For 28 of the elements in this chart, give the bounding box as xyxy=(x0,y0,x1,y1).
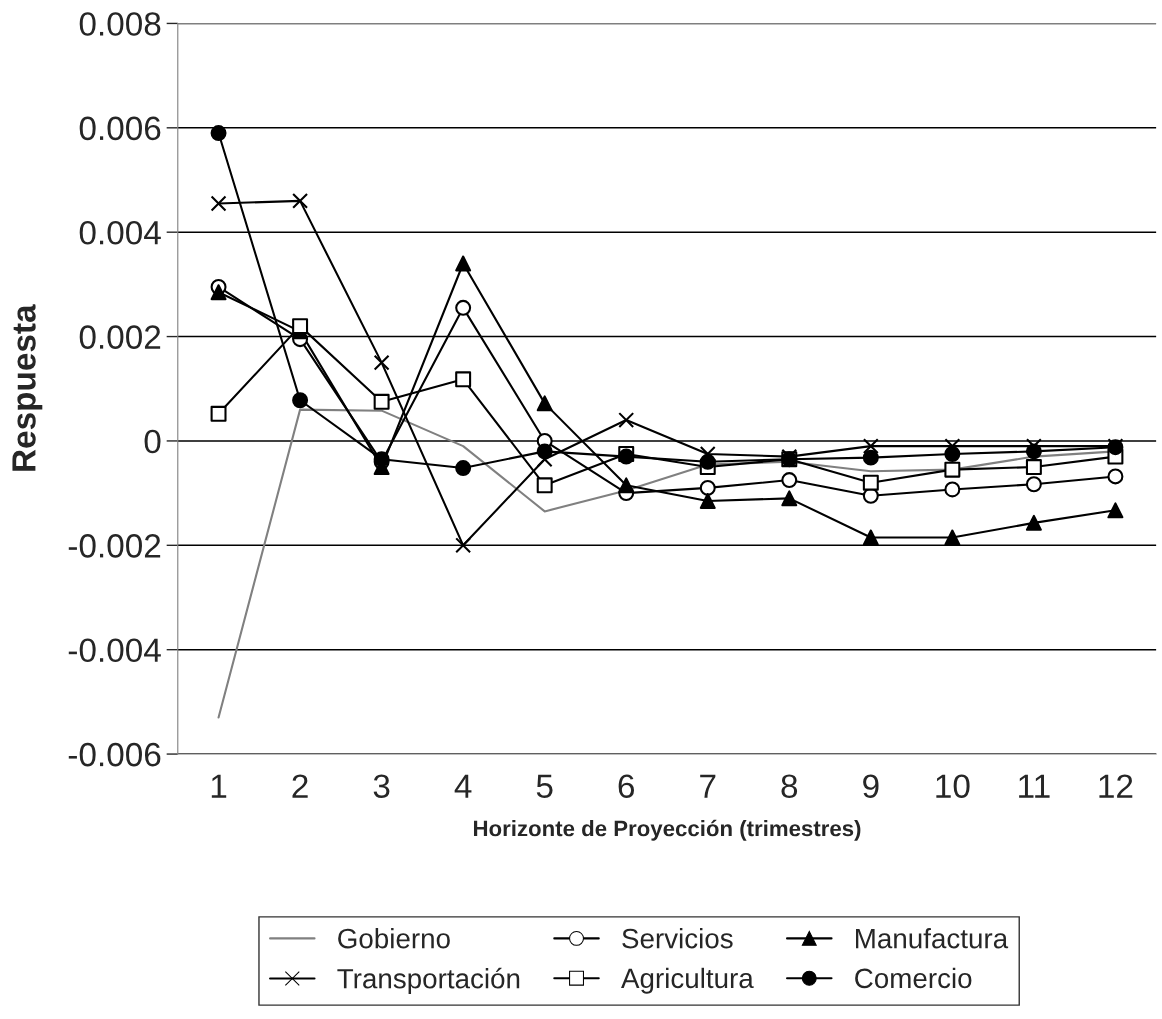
y-axis-title: Respuesta xyxy=(12,304,43,471)
y-tick-label: -0.006 xyxy=(68,742,161,767)
x-tick-label: 12 xyxy=(1099,774,1133,798)
x-tick-label: 7 xyxy=(700,774,716,798)
x-tick-label: 3 xyxy=(373,774,390,798)
y-tick-label: 0 xyxy=(144,429,161,454)
legend-label: Gobierno xyxy=(338,928,450,949)
y-tick-label: 0.004 xyxy=(79,220,161,245)
y-tick-label: -0.004 xyxy=(68,638,161,663)
y-tick-label: 0.006 xyxy=(79,116,161,141)
legend-label: Agricultura xyxy=(621,967,754,994)
x-tick-label: 10 xyxy=(936,774,970,798)
legend-label: Manufactura xyxy=(856,928,1009,949)
x-tick-label: 5 xyxy=(536,774,553,798)
x-tick-label: 2 xyxy=(292,774,308,798)
x-tick-label: 1 xyxy=(211,774,227,798)
legend-label: Transportación xyxy=(337,967,520,994)
legend-label: Comercio xyxy=(855,967,972,989)
x-tick-label: 4 xyxy=(454,774,472,798)
y-tick-label: 0.008 xyxy=(79,12,161,36)
y-tick-label: 0.002 xyxy=(79,325,161,349)
legend-label: Servicios xyxy=(622,928,733,949)
x-tick-label: 8 xyxy=(781,774,798,798)
x-tick-label: 6 xyxy=(618,774,635,798)
x-tick-label: 11 xyxy=(1019,774,1050,798)
y-tick-label: -0.002 xyxy=(68,534,161,558)
x-tick-label: 9 xyxy=(863,774,879,798)
x-axis-title: Horizonte de Proyección (trimestres) xyxy=(473,819,861,841)
